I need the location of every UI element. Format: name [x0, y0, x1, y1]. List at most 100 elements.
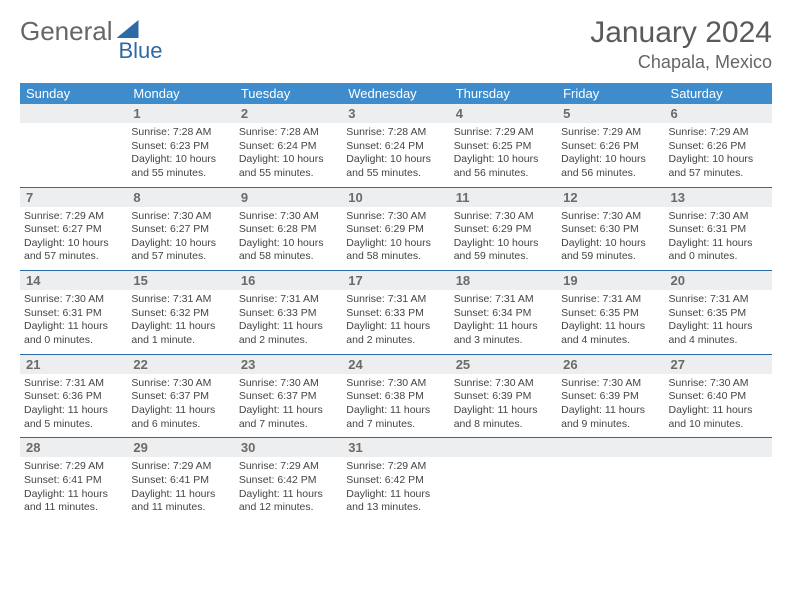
day-cell: [450, 457, 557, 521]
day-cell: Sunrise: 7:30 AMSunset: 6:30 PMDaylight:…: [557, 207, 664, 271]
day-sunset: Sunset: 6:39 PM: [454, 390, 553, 404]
day-cell: [20, 123, 127, 187]
day-day2: and 58 minutes.: [239, 250, 338, 264]
title-block: January 2024 Chapala, Mexico: [590, 16, 772, 73]
day-day1: Daylight: 10 hours: [239, 153, 338, 167]
day-sunrise: Sunrise: 7:30 AM: [346, 210, 445, 224]
day-sunset: Sunset: 6:39 PM: [561, 390, 660, 404]
day-day2: and 2 minutes.: [239, 334, 338, 348]
day-day2: and 55 minutes.: [346, 167, 445, 181]
day-day2: and 4 minutes.: [669, 334, 768, 348]
day-day1: Daylight: 11 hours: [669, 404, 768, 418]
day-sunset: Sunset: 6:29 PM: [454, 223, 553, 237]
day-day2: and 12 minutes.: [239, 501, 338, 515]
day-day2: and 10 minutes.: [669, 418, 768, 432]
day-cell: [557, 457, 664, 521]
day-day1: Daylight: 10 hours: [346, 153, 445, 167]
day-day2: and 11 minutes.: [24, 501, 123, 515]
day-number: [450, 438, 557, 458]
day-cell: Sunrise: 7:30 AMSunset: 6:37 PMDaylight:…: [127, 374, 234, 438]
day-cell: Sunrise: 7:29 AMSunset: 6:26 PMDaylight:…: [665, 123, 772, 187]
logo-text-1: General: [20, 16, 113, 47]
day-day1: Daylight: 10 hours: [346, 237, 445, 251]
day-sunrise: Sunrise: 7:28 AM: [346, 126, 445, 140]
day-sunset: Sunset: 6:41 PM: [131, 474, 230, 488]
day-day2: and 8 minutes.: [454, 418, 553, 432]
day-sunset: Sunset: 6:37 PM: [131, 390, 230, 404]
day-day1: Daylight: 11 hours: [669, 237, 768, 251]
logo-triangle-icon: [117, 20, 139, 38]
day-cell: Sunrise: 7:29 AMSunset: 6:41 PMDaylight:…: [127, 457, 234, 521]
day-number: 15: [127, 271, 234, 291]
day-body-row: Sunrise: 7:31 AMSunset: 6:36 PMDaylight:…: [20, 374, 772, 438]
day-day1: Daylight: 10 hours: [669, 153, 768, 167]
day-day1: Daylight: 11 hours: [454, 404, 553, 418]
day-number: 8: [127, 187, 234, 207]
day-day1: Daylight: 10 hours: [24, 237, 123, 251]
day-day1: Daylight: 10 hours: [454, 237, 553, 251]
day-sunrise: Sunrise: 7:30 AM: [24, 293, 123, 307]
day-number: 16: [235, 271, 342, 291]
day-day2: and 56 minutes.: [454, 167, 553, 181]
day-cell: Sunrise: 7:28 AMSunset: 6:24 PMDaylight:…: [235, 123, 342, 187]
day-sunset: Sunset: 6:29 PM: [346, 223, 445, 237]
col-saturday: Saturday: [665, 83, 772, 104]
day-day2: and 13 minutes.: [346, 501, 445, 515]
day-day1: Daylight: 10 hours: [561, 153, 660, 167]
day-cell: Sunrise: 7:29 AMSunset: 6:25 PMDaylight:…: [450, 123, 557, 187]
day-day2: and 9 minutes.: [561, 418, 660, 432]
day-day1: Daylight: 11 hours: [561, 404, 660, 418]
day-cell: Sunrise: 7:29 AMSunset: 6:26 PMDaylight:…: [557, 123, 664, 187]
day-day1: Daylight: 11 hours: [454, 320, 553, 334]
day-cell: Sunrise: 7:30 AMSunset: 6:28 PMDaylight:…: [235, 207, 342, 271]
day-sunrise: Sunrise: 7:29 AM: [239, 460, 338, 474]
day-number: 2: [235, 104, 342, 123]
day-sunrise: Sunrise: 7:28 AM: [239, 126, 338, 140]
day-sunrise: Sunrise: 7:31 AM: [561, 293, 660, 307]
day-cell: Sunrise: 7:30 AMSunset: 6:29 PMDaylight:…: [342, 207, 449, 271]
day-sunset: Sunset: 6:35 PM: [669, 307, 768, 321]
col-tuesday: Tuesday: [235, 83, 342, 104]
calendar-table: Sunday Monday Tuesday Wednesday Thursday…: [20, 83, 772, 521]
day-cell: Sunrise: 7:30 AMSunset: 6:39 PMDaylight:…: [557, 374, 664, 438]
day-sunrise: Sunrise: 7:29 AM: [346, 460, 445, 474]
day-sunrise: Sunrise: 7:31 AM: [669, 293, 768, 307]
day-day2: and 3 minutes.: [454, 334, 553, 348]
daynum-row: 78910111213: [20, 187, 772, 207]
col-wednesday: Wednesday: [342, 83, 449, 104]
day-sunrise: Sunrise: 7:30 AM: [239, 210, 338, 224]
day-number: 25: [450, 354, 557, 374]
day-cell: Sunrise: 7:29 AMSunset: 6:41 PMDaylight:…: [20, 457, 127, 521]
day-sunrise: Sunrise: 7:31 AM: [24, 377, 123, 391]
day-day2: and 1 minute.: [131, 334, 230, 348]
day-day1: Daylight: 11 hours: [346, 488, 445, 502]
day-number: 23: [235, 354, 342, 374]
day-day2: and 11 minutes.: [131, 501, 230, 515]
day-sunrise: Sunrise: 7:30 AM: [669, 377, 768, 391]
day-body-row: Sunrise: 7:30 AMSunset: 6:31 PMDaylight:…: [20, 290, 772, 354]
day-number: 28: [20, 438, 127, 458]
day-cell: Sunrise: 7:28 AMSunset: 6:24 PMDaylight:…: [342, 123, 449, 187]
day-sunrise: Sunrise: 7:30 AM: [561, 377, 660, 391]
day-sunset: Sunset: 6:42 PM: [239, 474, 338, 488]
page-header: General Blue January 2024 Chapala, Mexic…: [20, 16, 772, 73]
day-day2: and 58 minutes.: [346, 250, 445, 264]
day-number: 18: [450, 271, 557, 291]
day-sunrise: Sunrise: 7:29 AM: [131, 460, 230, 474]
day-sunset: Sunset: 6:27 PM: [24, 223, 123, 237]
day-day1: Daylight: 11 hours: [24, 488, 123, 502]
day-number: 22: [127, 354, 234, 374]
day-day2: and 6 minutes.: [131, 418, 230, 432]
day-day2: and 57 minutes.: [131, 250, 230, 264]
day-sunset: Sunset: 6:33 PM: [239, 307, 338, 321]
day-number: 29: [127, 438, 234, 458]
day-number: 30: [235, 438, 342, 458]
day-day2: and 57 minutes.: [669, 167, 768, 181]
day-sunrise: Sunrise: 7:30 AM: [131, 210, 230, 224]
day-sunrise: Sunrise: 7:29 AM: [561, 126, 660, 140]
day-sunrise: Sunrise: 7:31 AM: [346, 293, 445, 307]
day-day1: Daylight: 11 hours: [346, 404, 445, 418]
day-sunset: Sunset: 6:23 PM: [131, 140, 230, 154]
day-sunset: Sunset: 6:24 PM: [239, 140, 338, 154]
day-sunset: Sunset: 6:38 PM: [346, 390, 445, 404]
